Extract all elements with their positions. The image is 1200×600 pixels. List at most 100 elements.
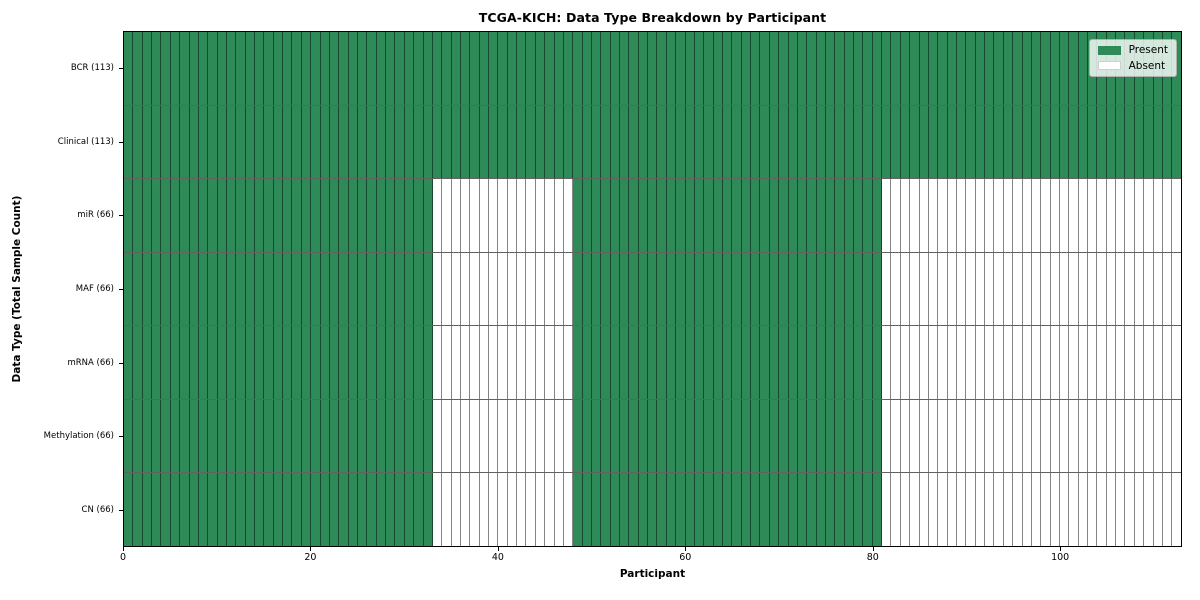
cell <box>1069 32 1079 105</box>
cell <box>339 32 349 105</box>
cell <box>348 473 358 547</box>
cell <box>956 252 967 326</box>
cell <box>283 105 293 179</box>
cell <box>245 399 256 473</box>
cell <box>479 326 490 399</box>
cell <box>1013 252 1023 326</box>
cell <box>554 32 564 105</box>
cell <box>161 326 171 399</box>
cell <box>591 32 602 105</box>
cell <box>273 252 284 326</box>
cell <box>432 179 443 252</box>
cell <box>1162 326 1173 399</box>
cell <box>666 179 677 252</box>
cell <box>283 32 293 105</box>
cell <box>357 399 368 473</box>
cell <box>226 326 237 399</box>
cell <box>657 252 667 326</box>
cell <box>825 473 836 547</box>
cell <box>217 473 227 547</box>
cell <box>198 326 209 399</box>
cell <box>882 399 892 473</box>
cell <box>779 179 789 252</box>
cell <box>966 105 976 179</box>
cell <box>264 252 274 326</box>
cell <box>161 473 171 547</box>
cell <box>657 399 667 473</box>
cell <box>844 32 855 105</box>
cell <box>498 399 508 473</box>
cell <box>208 252 218 326</box>
row-miR <box>124 179 1181 253</box>
cell <box>975 252 986 326</box>
cell <box>451 399 461 473</box>
cell <box>1078 252 1089 326</box>
cell <box>442 252 452 326</box>
cell <box>591 399 602 473</box>
cell <box>573 473 583 547</box>
cell <box>807 252 817 326</box>
cell <box>404 32 415 105</box>
cell <box>966 32 976 105</box>
cell <box>891 105 901 179</box>
cell <box>779 252 789 326</box>
cell <box>301 32 312 105</box>
cell <box>666 399 677 473</box>
cell <box>329 179 340 252</box>
cell <box>704 252 714 326</box>
row-Methylation <box>124 399 1181 474</box>
cell <box>956 105 967 179</box>
cell <box>367 252 377 326</box>
cell <box>423 32 433 105</box>
cell <box>1050 105 1060 179</box>
cell <box>133 473 143 547</box>
cell <box>423 326 433 399</box>
cell <box>1013 326 1023 399</box>
cell <box>189 399 199 473</box>
cell <box>994 252 1004 326</box>
cell <box>563 473 574 547</box>
cell <box>301 179 312 252</box>
cell <box>470 326 480 399</box>
cell <box>582 105 592 179</box>
cell <box>554 473 564 547</box>
cell <box>329 326 340 399</box>
cell <box>713 473 723 547</box>
y-tick-mark <box>119 510 123 512</box>
cell <box>751 32 761 105</box>
cell <box>255 473 265 547</box>
cell <box>245 252 256 326</box>
cell <box>376 32 387 105</box>
cell <box>1022 105 1032 179</box>
cell <box>863 179 873 252</box>
cell <box>685 326 695 399</box>
cell <box>545 32 555 105</box>
cell <box>470 179 480 252</box>
cell <box>208 399 218 473</box>
cell <box>264 179 274 252</box>
cell <box>994 473 1004 547</box>
cell <box>648 252 658 326</box>
cell <box>638 252 649 326</box>
cell <box>573 105 583 179</box>
cell <box>769 32 780 105</box>
y-tick-mark <box>119 362 123 364</box>
cell <box>245 32 256 105</box>
cell <box>189 473 199 547</box>
cell <box>1153 252 1163 326</box>
cell <box>1134 179 1145 252</box>
cell <box>573 32 583 105</box>
cell <box>180 399 190 473</box>
cell <box>732 399 742 473</box>
cell <box>255 105 265 179</box>
y-tick-label-mRNA: mRNA (66) <box>67 357 114 368</box>
cell <box>975 179 986 252</box>
cell <box>236 179 246 252</box>
cell <box>404 399 415 473</box>
cell <box>535 105 546 179</box>
cell <box>142 32 153 105</box>
cell <box>376 473 387 547</box>
y-tick-mark <box>119 289 123 290</box>
cell <box>460 252 471 326</box>
cell <box>311 179 321 252</box>
